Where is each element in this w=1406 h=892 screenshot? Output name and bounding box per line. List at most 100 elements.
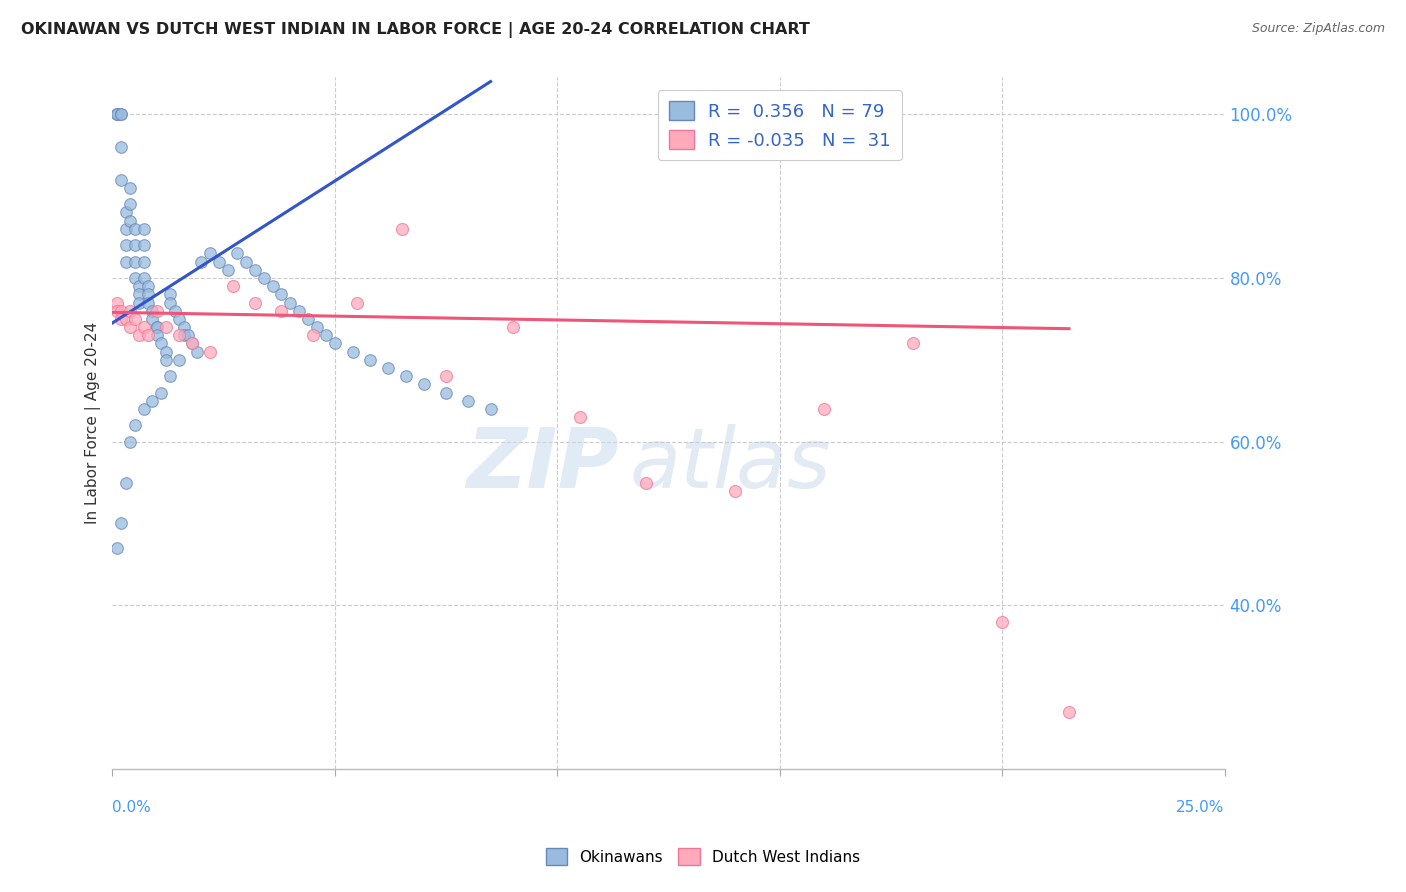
Point — [813, 401, 835, 416]
Point — [120, 434, 142, 449]
Point — [200, 344, 222, 359]
Point — [146, 328, 169, 343]
Point — [262, 279, 284, 293]
Point — [132, 254, 155, 268]
Point — [110, 140, 132, 154]
Point — [315, 328, 337, 343]
Point — [991, 615, 1014, 629]
Point — [200, 246, 222, 260]
Point — [502, 320, 524, 334]
Point — [307, 320, 329, 334]
Point — [243, 295, 266, 310]
Point — [105, 107, 128, 121]
Point — [412, 377, 434, 392]
Point — [342, 344, 364, 359]
Point — [173, 320, 195, 334]
Point — [235, 254, 257, 268]
Point — [114, 254, 136, 268]
Point — [114, 238, 136, 252]
Point — [110, 303, 132, 318]
Point — [110, 107, 132, 121]
Point — [724, 483, 747, 498]
Point — [110, 173, 132, 187]
Point — [280, 295, 302, 310]
Point — [105, 295, 128, 310]
Point — [150, 385, 173, 400]
Point — [110, 311, 132, 326]
Point — [128, 279, 150, 293]
Point — [110, 516, 132, 531]
Point — [146, 320, 169, 334]
Point — [391, 222, 413, 236]
Point — [297, 311, 319, 326]
Text: 0.0%: 0.0% — [112, 799, 152, 814]
Point — [124, 222, 146, 236]
Point — [323, 336, 346, 351]
Point — [359, 352, 381, 367]
Point — [155, 352, 177, 367]
Point — [124, 271, 146, 285]
Point — [136, 279, 159, 293]
Point — [128, 295, 150, 310]
Point — [132, 238, 155, 252]
Point — [110, 107, 132, 121]
Point — [636, 475, 658, 490]
Point — [253, 271, 276, 285]
Point — [150, 336, 173, 351]
Point — [141, 393, 163, 408]
Legend: Okinawans, Dutch West Indians: Okinawans, Dutch West Indians — [540, 842, 866, 871]
Point — [395, 369, 418, 384]
Point — [173, 328, 195, 343]
Point — [155, 344, 177, 359]
Point — [120, 197, 142, 211]
Point — [105, 107, 128, 121]
Point — [128, 287, 150, 301]
Point — [270, 287, 292, 301]
Point — [124, 254, 146, 268]
Point — [181, 336, 204, 351]
Point — [124, 238, 146, 252]
Text: 25.0%: 25.0% — [1177, 799, 1225, 814]
Point — [243, 262, 266, 277]
Point — [146, 303, 169, 318]
Point — [136, 328, 159, 343]
Point — [181, 336, 204, 351]
Point — [159, 287, 181, 301]
Point — [434, 385, 457, 400]
Point — [114, 222, 136, 236]
Point — [434, 369, 457, 384]
Point — [301, 328, 323, 343]
Point — [136, 295, 159, 310]
Point — [120, 213, 142, 227]
Point — [159, 295, 181, 310]
Point — [146, 320, 169, 334]
Point — [114, 311, 136, 326]
Point — [136, 287, 159, 301]
Text: Source: ZipAtlas.com: Source: ZipAtlas.com — [1251, 22, 1385, 36]
Point — [1057, 705, 1080, 719]
Text: atlas: atlas — [630, 425, 831, 505]
Point — [141, 303, 163, 318]
Point — [105, 107, 128, 121]
Point — [155, 320, 177, 334]
Point — [132, 401, 155, 416]
Point — [105, 303, 128, 318]
Point — [190, 254, 212, 268]
Point — [177, 328, 200, 343]
Point — [114, 205, 136, 219]
Point — [568, 410, 591, 425]
Point — [141, 311, 163, 326]
Point — [457, 393, 479, 408]
Point — [479, 401, 502, 416]
Point — [124, 418, 146, 433]
Text: OKINAWAN VS DUTCH WEST INDIAN IN LABOR FORCE | AGE 20-24 CORRELATION CHART: OKINAWAN VS DUTCH WEST INDIAN IN LABOR F… — [21, 22, 810, 38]
Point — [120, 181, 142, 195]
Point — [132, 222, 155, 236]
Point — [132, 271, 155, 285]
Point — [346, 295, 368, 310]
Text: ZIP: ZIP — [465, 425, 619, 505]
Point — [120, 303, 142, 318]
Point — [903, 336, 925, 351]
Point — [221, 279, 243, 293]
Point — [167, 311, 190, 326]
